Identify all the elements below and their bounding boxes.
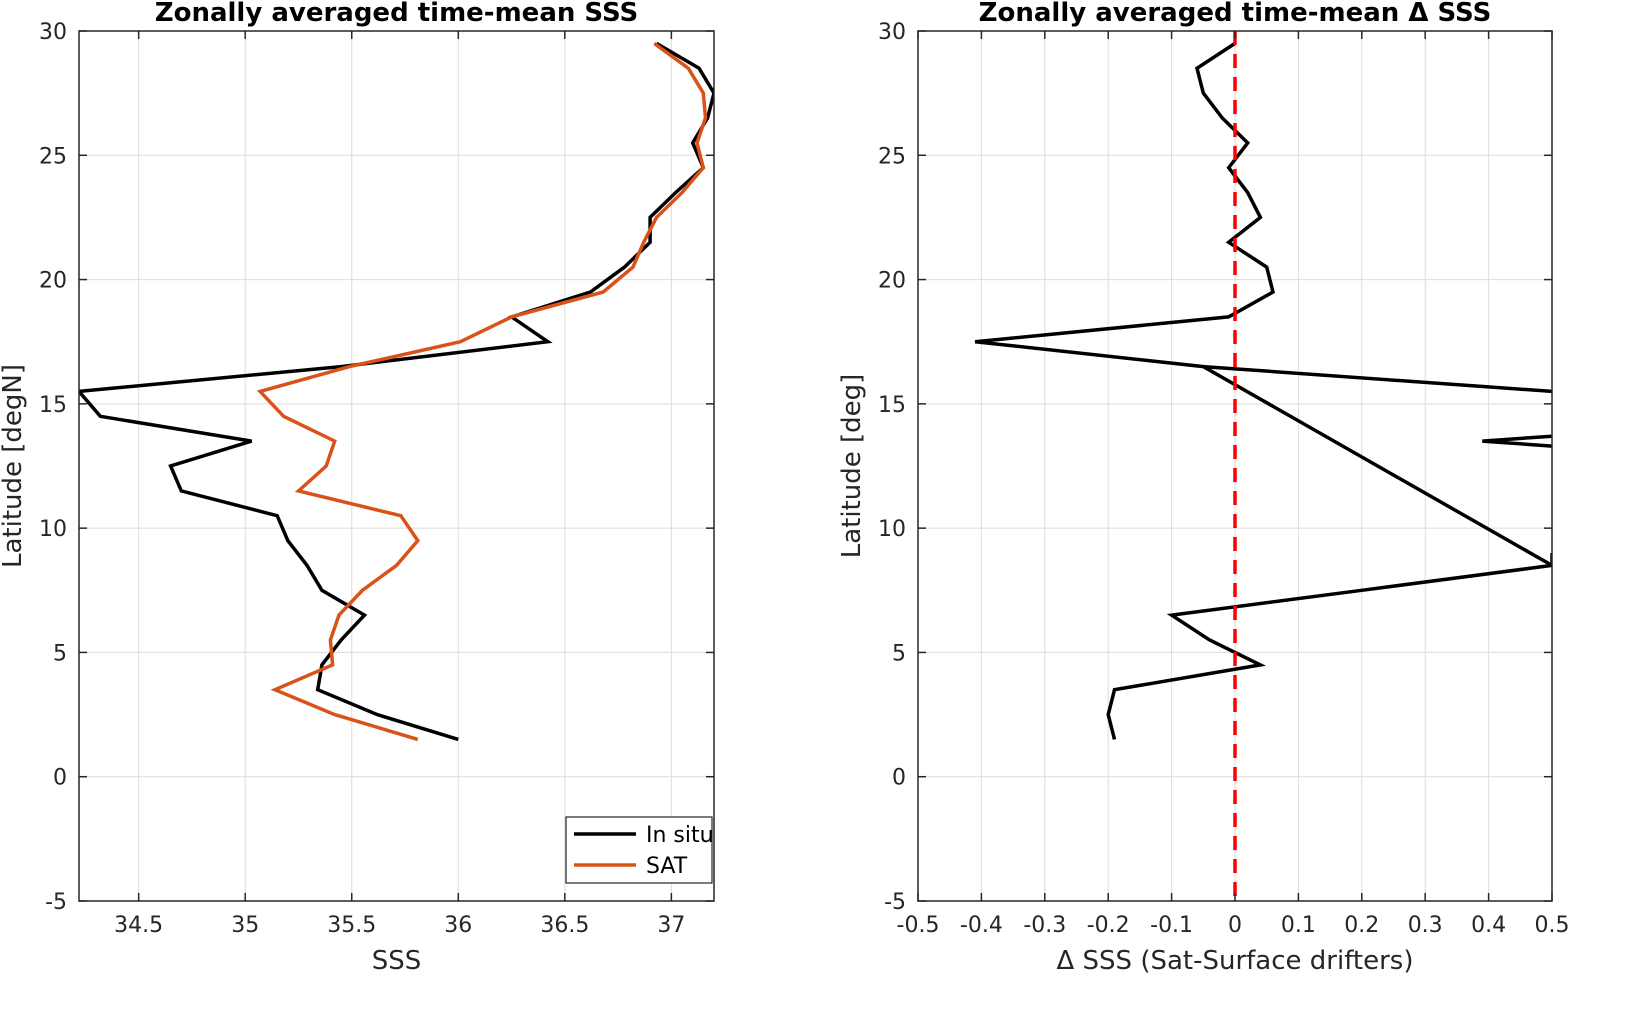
y-tick-label: 10 [878, 517, 906, 542]
sss-y-axis-label: Latitude [degN] [0, 364, 28, 568]
x-tick-label: -0.2 [1087, 913, 1130, 938]
delta-sss-tick-labels: -0.5 -0.4 -0.3 -0.2 -0.1 0 0.1 0.2 0.3 0.4 0.5 -5 0 5… [878, 20, 1570, 938]
x-tick-label: 0.4 [1471, 913, 1506, 938]
y-tick-label: -5 [45, 890, 67, 915]
sss-series [79, 41, 714, 742]
y-tick-label: 20 [878, 269, 906, 294]
x-tick-label: 0.2 [1344, 913, 1379, 938]
delta-sss-y-axis-label: Latitude [deg] [837, 374, 867, 559]
x-tick-label: -0.3 [1023, 913, 1066, 938]
sss-axes-frame [78, 30, 715, 902]
x-tick-label: 36.5 [540, 913, 589, 938]
y-tick-label: 15 [39, 393, 67, 418]
legend-box [565, 816, 713, 884]
x-tick-label: -0.5 [897, 913, 940, 938]
y-tick-label: 25 [39, 144, 67, 169]
y-tick-label: 0 [53, 766, 67, 791]
x-tick-label: 35.5 [327, 913, 376, 938]
delta-sss-chart: -0.5 -0.4 -0.3 -0.2 -0.1 0 0.1 0.2 0.3 0.4 0.5 -5 0 5… [837, 0, 1570, 976]
delta-sss-series [974, 41, 1552, 740]
x-tick-label: 0 [1228, 913, 1242, 938]
series-line-2 [1482, 434, 1552, 448]
delta-sss-chart-title: Zonally averaged time-mean Δ SSS [979, 0, 1492, 28]
x-tick-label: 34.5 [114, 913, 163, 938]
legend-label-sat: SAT [646, 854, 688, 879]
sss-chart-title: Zonally averaged time-mean SSS [155, 0, 639, 28]
series-line-sat [256, 41, 708, 742]
y-tick-label: 15 [878, 393, 906, 418]
x-tick-label: -0.4 [960, 913, 1003, 938]
x-tick-label: -0.1 [1150, 913, 1193, 938]
series-line-1 [1203, 364, 1552, 394]
sss-tick-labels: 34.5 35 35.5 36 36.5 37 -5 0 5 10 15 20 25 30 [39, 20, 714, 938]
x-tick-label: 0.5 [1535, 913, 1570, 938]
y-tick-label: 30 [39, 20, 67, 45]
y-tick-label: 30 [878, 20, 906, 45]
x-tick-label: 37 [657, 913, 685, 938]
sss-x-axis-label: SSS [372, 946, 422, 976]
legend-label-in-situ: In situ [646, 823, 714, 848]
x-tick-label: 0.1 [1281, 913, 1316, 938]
x-tick-label: 0.3 [1408, 913, 1443, 938]
y-tick-label: 25 [878, 144, 906, 169]
series-line-0 [974, 41, 1552, 740]
y-tick-label: 5 [892, 641, 906, 666]
y-tick-label: -5 [884, 890, 906, 915]
delta-sss-x-axis-label: Δ SSS (Sat-Surface drifters) [1057, 946, 1414, 976]
sss-legend: In situ SAT [565, 816, 714, 884]
series-line-in-situ [79, 41, 714, 742]
y-tick-label: 5 [53, 641, 67, 666]
y-tick-label: 0 [892, 766, 906, 791]
sss-chart: 34.5 35 35.5 36 36.5 37 -5 0 5 10 15 20 25 30 Zonally… [0, 0, 715, 976]
y-tick-label: 20 [39, 269, 67, 294]
y-tick-label: 10 [39, 517, 67, 542]
x-tick-label: 36 [444, 913, 472, 938]
x-tick-label: 35 [231, 913, 259, 938]
